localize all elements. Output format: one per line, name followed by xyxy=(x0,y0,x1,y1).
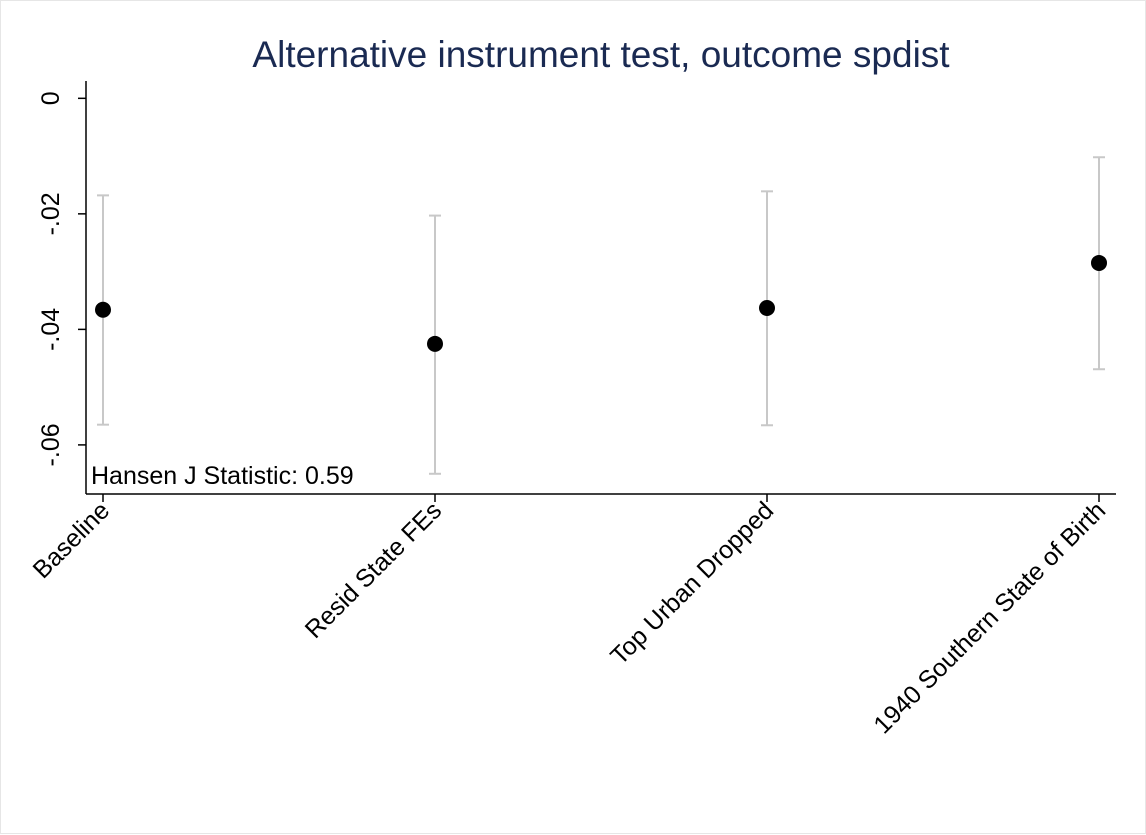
x-tick-label: Baseline xyxy=(28,496,116,584)
y-tick-label: 0 xyxy=(37,91,65,105)
x-tick-label: Top Urban Dropped xyxy=(605,496,779,670)
y-tick-label: -.06 xyxy=(37,423,65,466)
point-estimate xyxy=(1091,254,1107,271)
x-tick-label: 1940 Southern State of Birth xyxy=(868,496,1111,739)
point-estimate xyxy=(95,301,111,318)
axes: 0 -.02 -.04 -.06 Baseline Resid State FEs Top … xyxy=(28,81,1116,739)
y-tick-label: -.04 xyxy=(37,308,65,351)
point-estimates xyxy=(95,254,1107,352)
chart-title: Alternative instrument test, outcome spd… xyxy=(252,34,950,75)
x-tick-label: Resid State FEs xyxy=(300,496,448,644)
hansen-j-annotation: Hansen J Statistic: 0.59 xyxy=(91,462,354,490)
point-estimate xyxy=(759,300,775,317)
confidence-intervals xyxy=(97,156,1105,475)
point-estimate xyxy=(427,335,443,352)
y-tick-label: -.02 xyxy=(37,192,65,235)
